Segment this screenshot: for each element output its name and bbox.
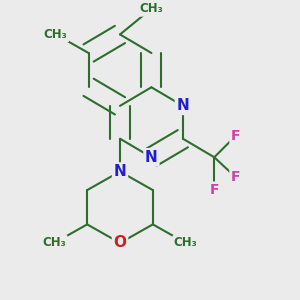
Text: N: N (145, 150, 158, 165)
Text: F: F (231, 170, 240, 184)
Text: F: F (231, 129, 240, 143)
Text: F: F (209, 183, 219, 197)
Text: CH₃: CH₃ (44, 28, 68, 41)
Text: CH₃: CH₃ (174, 236, 198, 250)
Text: N: N (114, 164, 126, 179)
Text: CH₃: CH₃ (42, 236, 66, 250)
Text: CH₃: CH₃ (140, 2, 163, 15)
Text: O: O (113, 236, 127, 250)
Text: N: N (176, 98, 189, 113)
